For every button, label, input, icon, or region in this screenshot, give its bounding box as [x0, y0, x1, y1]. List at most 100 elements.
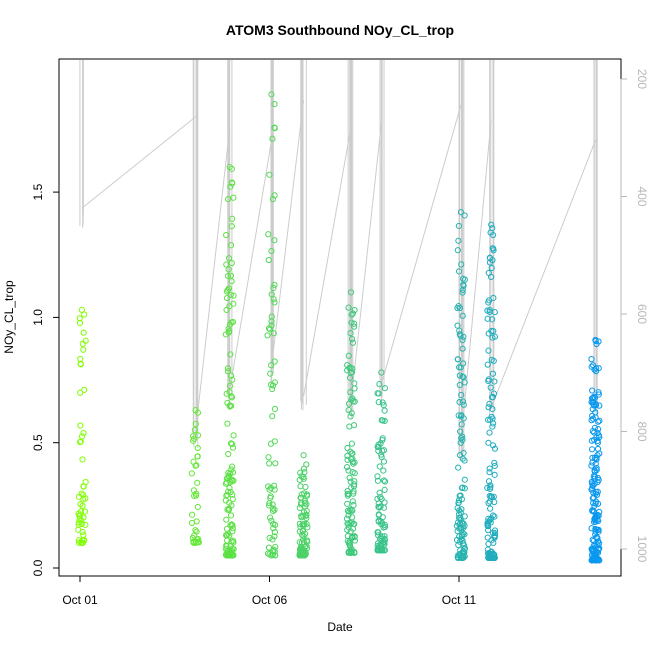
data-point — [484, 527, 492, 534]
data-point — [225, 507, 232, 514]
data-point — [80, 430, 87, 437]
data-point — [270, 284, 277, 292]
data-point — [267, 370, 274, 377]
data-point — [375, 529, 382, 536]
data-point — [265, 502, 273, 509]
data-point — [459, 345, 466, 352]
data-point — [271, 124, 278, 131]
data-point — [349, 395, 356, 402]
transit-line — [195, 127, 231, 432]
data-point — [380, 524, 387, 531]
data-point — [459, 433, 466, 440]
data-point — [455, 237, 462, 244]
data-point — [591, 516, 598, 524]
data-point — [486, 297, 493, 304]
data-point — [351, 320, 358, 327]
data-point — [271, 506, 278, 514]
data-point — [78, 490, 85, 497]
data-point — [594, 474, 601, 481]
data-point — [301, 469, 308, 476]
data-point — [81, 386, 88, 393]
data-point — [381, 533, 388, 540]
data-point — [486, 469, 493, 476]
data-point — [299, 521, 306, 528]
data-point — [455, 541, 462, 549]
data-point — [485, 439, 492, 446]
data-point — [593, 340, 600, 348]
data-point — [594, 488, 601, 495]
data-point — [350, 483, 358, 490]
data-point-max — [488, 221, 495, 228]
data-point — [271, 486, 278, 493]
data-point — [487, 493, 495, 500]
data-point-max — [457, 209, 464, 216]
data-point — [227, 183, 234, 190]
data-point — [491, 554, 498, 561]
data-point — [596, 508, 603, 515]
data-point — [298, 473, 305, 480]
data-point — [458, 412, 465, 419]
data-point — [229, 463, 236, 470]
data-point — [77, 389, 84, 396]
data-point — [491, 378, 498, 385]
data-point — [485, 478, 493, 485]
data-point — [299, 527, 307, 534]
data-point-min — [347, 549, 355, 557]
data-point — [223, 479, 230, 486]
data-point — [349, 339, 357, 346]
data-point — [381, 486, 388, 494]
data-point — [456, 550, 464, 558]
data-point — [489, 316, 496, 323]
data-point — [264, 332, 271, 339]
x-tick-label: Oct 01 — [62, 593, 98, 607]
data-point-max — [347, 289, 355, 296]
data-point — [227, 478, 234, 486]
data-point — [596, 540, 603, 547]
transit-line — [303, 126, 352, 397]
chart-title: ATOM3 Southbound NOy_CL_trop — [226, 22, 454, 38]
data-point — [485, 347, 492, 354]
data-point — [489, 225, 496, 232]
data-point — [298, 514, 305, 521]
data-point — [345, 521, 352, 528]
data-point — [460, 333, 467, 340]
data-point — [456, 538, 463, 545]
data-point — [266, 460, 273, 467]
data-point — [228, 393, 235, 400]
data-point — [589, 495, 596, 502]
data-point — [75, 526, 82, 533]
data-point — [491, 459, 498, 467]
data-point-min — [300, 552, 307, 559]
data-point — [228, 394, 236, 401]
data-point — [223, 525, 231, 532]
data-point — [350, 502, 357, 509]
data-point — [346, 474, 353, 481]
data-point — [458, 261, 465, 268]
data-point — [488, 356, 495, 363]
data-point — [194, 444, 201, 452]
data-point-min — [78, 539, 85, 547]
data-point — [455, 499, 462, 506]
data-point — [490, 390, 498, 397]
data-point — [344, 487, 351, 495]
data-point — [455, 412, 462, 419]
data-point — [225, 266, 232, 273]
data-point — [459, 289, 466, 296]
data-point — [459, 554, 467, 562]
data-point — [461, 513, 468, 520]
data-point — [296, 476, 303, 484]
data-point — [230, 194, 237, 201]
data-point — [345, 512, 352, 519]
data-point — [230, 432, 237, 439]
data-point — [491, 309, 498, 316]
data-point — [271, 379, 278, 386]
data-point-max — [300, 452, 307, 459]
y-tick-label: 1.5 — [31, 183, 45, 200]
y-right-tick-label: 200 — [635, 69, 649, 89]
data-point — [223, 306, 230, 314]
data-point — [594, 526, 601, 534]
data-point — [461, 531, 468, 538]
data-point — [589, 412, 596, 419]
data-point — [81, 508, 89, 515]
data-point — [271, 237, 278, 244]
